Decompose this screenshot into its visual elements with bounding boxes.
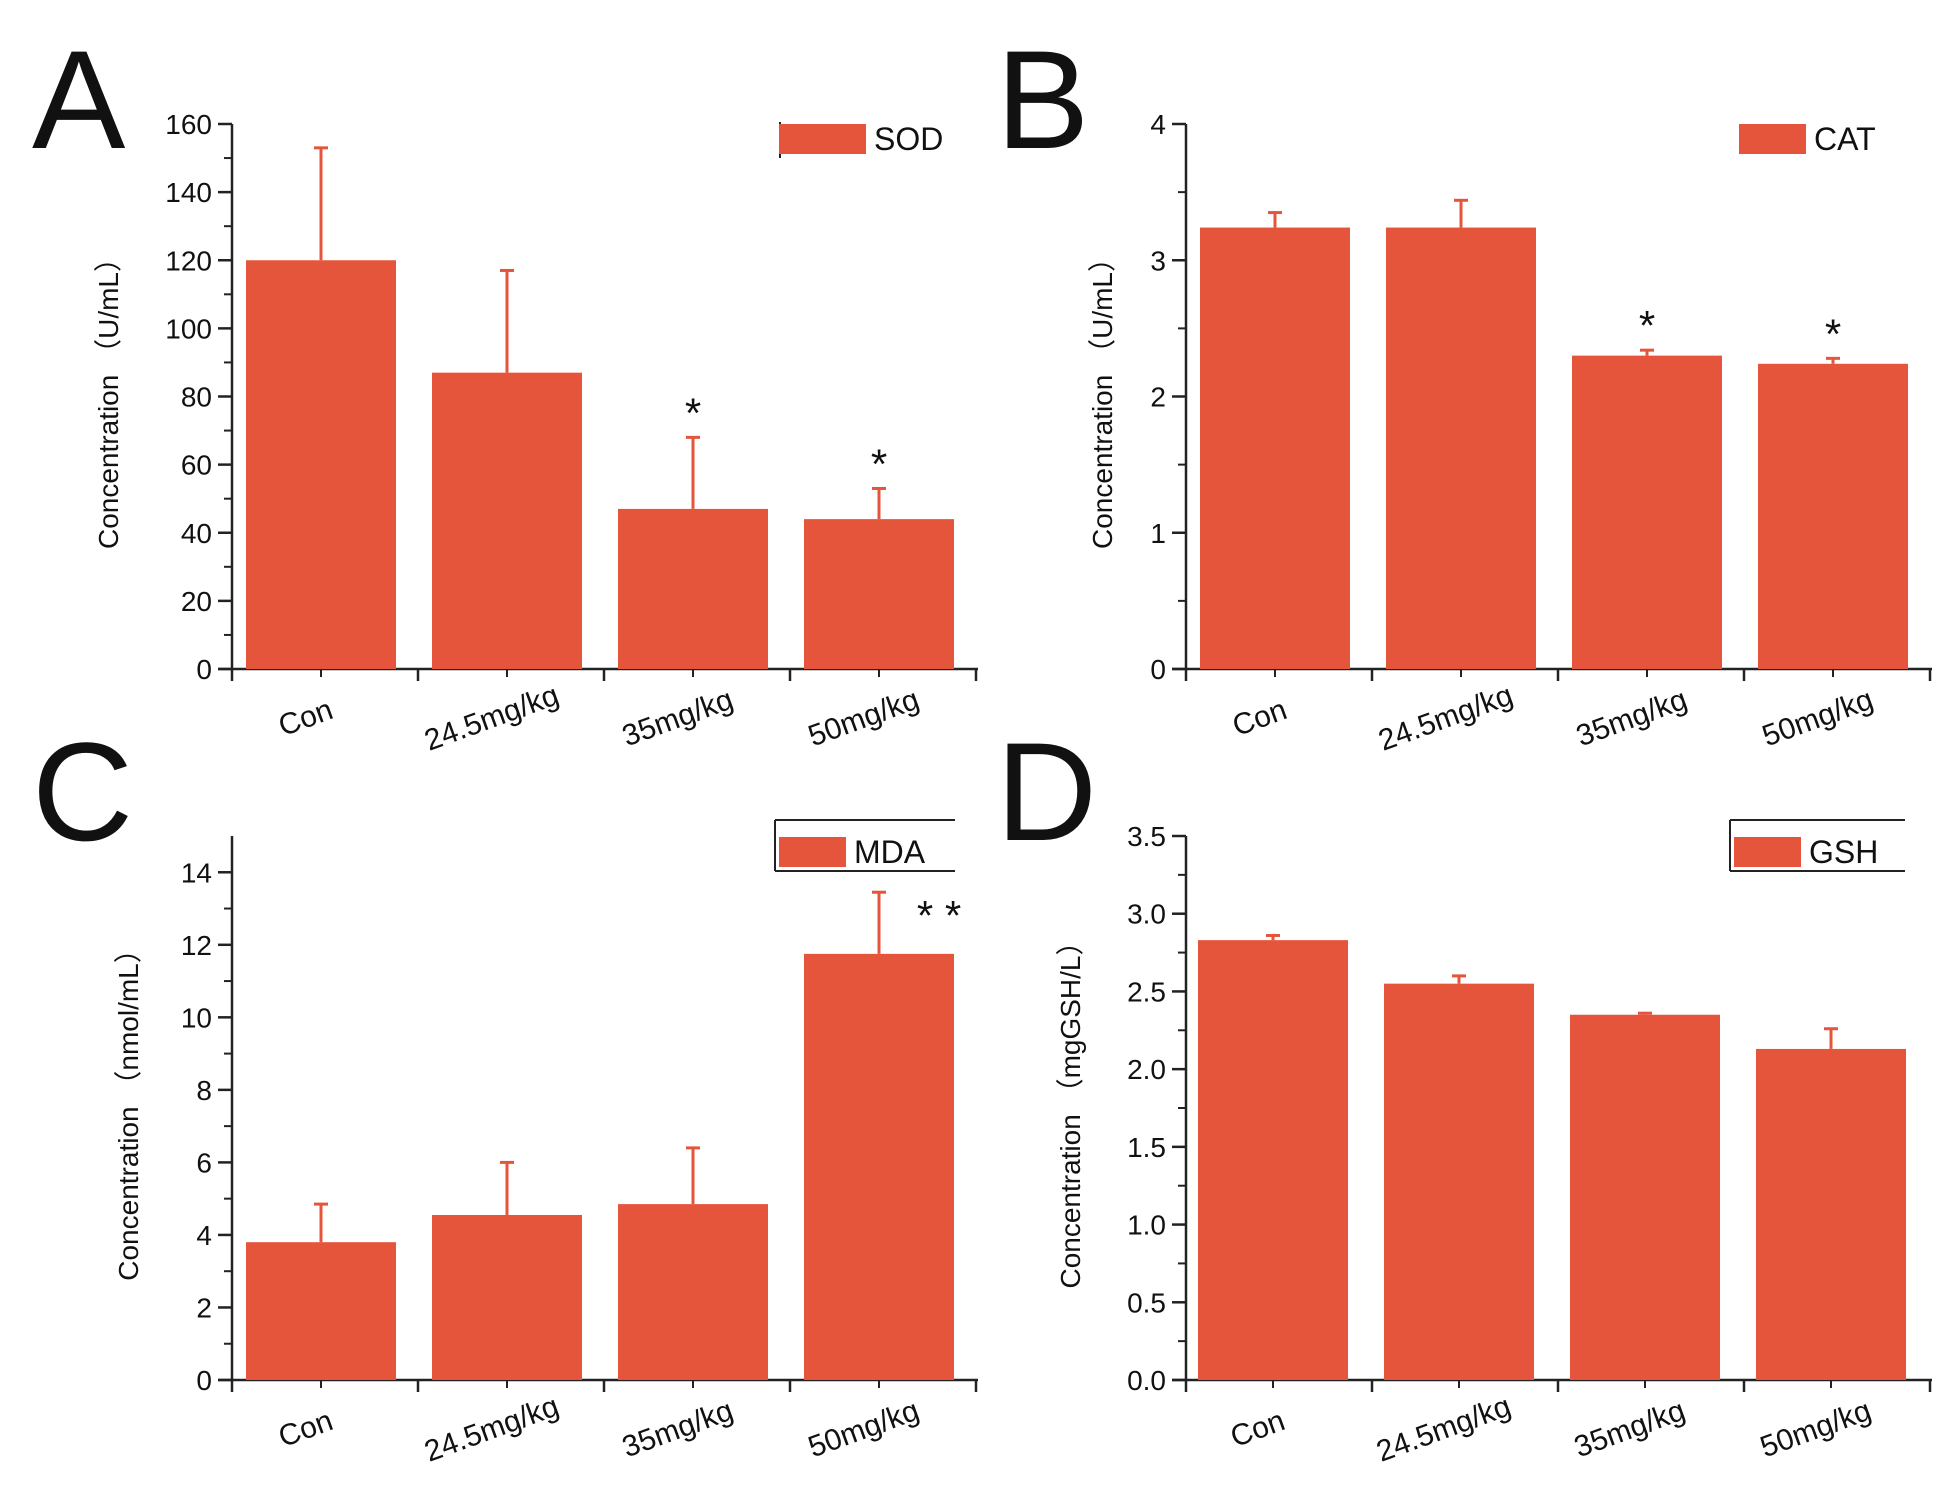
y-tick-label: 3.0 xyxy=(1127,899,1166,930)
y-tick-label: 60 xyxy=(181,450,212,481)
significance-marker: * * xyxy=(917,892,961,939)
y-axis-label: Concentration （nmol/mL） xyxy=(113,935,144,1280)
x-tick-label: Con xyxy=(274,693,337,743)
x-tick-label: 24.5mg/kg xyxy=(1372,1390,1515,1469)
y-tick-label: 2.5 xyxy=(1127,976,1166,1007)
significance-marker: * xyxy=(1639,302,1655,349)
x-tick-label: 35mg/kg xyxy=(618,1394,737,1464)
bar xyxy=(246,260,396,669)
panel-a: A 0 20 40 60 80 100 120 140 160 Con 24.5mg/kg 35mg/k… xyxy=(32,21,978,758)
legend-swatch xyxy=(1734,837,1801,867)
y-axis-label: Concentration （U/mL） xyxy=(1087,244,1118,549)
bar xyxy=(804,953,954,1380)
bar xyxy=(432,1214,582,1380)
y-tick-label: 2.0 xyxy=(1127,1054,1166,1085)
y-tick-label: 80 xyxy=(181,382,212,413)
x-tick-label: 50mg/kg xyxy=(804,1394,923,1464)
bar xyxy=(1200,227,1350,670)
panel-d: D 0.0 0.5 1.0 1.5 2.0 2.5 3.0 3.5 Con 24.5mg/kg 35m… xyxy=(996,713,1932,1469)
x-tick-label: 50mg/kg xyxy=(1758,683,1877,753)
y-tick-label: 4 xyxy=(1150,109,1166,140)
y-tick-label: 0.0 xyxy=(1127,1365,1166,1396)
bar xyxy=(1570,1014,1720,1380)
x-tick-label: 35mg/kg xyxy=(1570,1394,1689,1464)
y-tick-label: 10 xyxy=(181,1002,212,1033)
y-tick-label: 0.5 xyxy=(1127,1287,1166,1318)
y-tick-label: 120 xyxy=(165,245,212,276)
y-tick-label: 1 xyxy=(1150,518,1166,549)
panel-b-letter: B xyxy=(996,21,1089,178)
legend: GSH xyxy=(1729,819,1905,872)
bar xyxy=(432,372,582,669)
y-tick-label: 1.0 xyxy=(1127,1210,1166,1241)
y-tick-label: 3.5 xyxy=(1127,821,1166,852)
x-tick-label: 35mg/kg xyxy=(618,683,737,753)
y-tick-label: 160 xyxy=(165,109,212,140)
y-tick-label: 2 xyxy=(1150,382,1166,413)
panel-c-letter: C xyxy=(32,713,133,870)
y-tick-label: 14 xyxy=(181,857,212,888)
bar xyxy=(1386,227,1536,670)
legend: CAT xyxy=(1739,121,1876,157)
legend-label: MDA xyxy=(854,834,926,870)
y-tick-label: 8 xyxy=(196,1075,212,1106)
bar xyxy=(618,508,768,669)
x-tick-label: 50mg/kg xyxy=(1756,1394,1875,1464)
significance-marker: * xyxy=(1825,310,1841,357)
x-tick-label: 24.5mg/kg xyxy=(420,1390,563,1469)
x-tick-label: 50mg/kg xyxy=(804,683,923,753)
legend-label: GSH xyxy=(1809,834,1878,870)
x-tick-label: Con xyxy=(274,1404,337,1454)
x-tick-label: 35mg/kg xyxy=(1572,683,1691,753)
legend-swatch xyxy=(1739,124,1806,154)
legend-swatch xyxy=(779,837,846,867)
bar xyxy=(1756,1048,1906,1380)
y-axis-label: Concentration （mgGSH/L） xyxy=(1055,927,1086,1288)
x-tick-label: Con xyxy=(1226,1404,1289,1454)
panel-a-letter: A xyxy=(32,21,126,178)
bar xyxy=(1572,355,1722,669)
significance-marker: * xyxy=(871,440,887,487)
y-tick-label: 0 xyxy=(196,1365,212,1396)
y-tick-label: 12 xyxy=(181,930,212,961)
y-tick-label: 100 xyxy=(165,313,212,344)
legend: SOD xyxy=(779,121,943,158)
y-tick-label: 0 xyxy=(1150,654,1166,685)
y-tick-label: 0 xyxy=(196,654,212,685)
bar xyxy=(1198,940,1348,1380)
y-tick-label: 40 xyxy=(181,518,212,549)
legend-label: CAT xyxy=(1814,121,1876,157)
y-tick-label: 140 xyxy=(165,177,212,208)
legend-swatch xyxy=(779,124,866,154)
panel-c: C 0 2 4 6 8 10 12 14 Con 24.5mg/kg 35mg/kg 50mg/kg * … xyxy=(32,713,978,1469)
panel-b: B 0 1 2 3 4 Con 24.5mg/kg 35mg/kg * 50mg/kg * Concen… xyxy=(996,21,1932,758)
bar xyxy=(1758,363,1908,669)
y-tick-label: 2 xyxy=(196,1292,212,1323)
bar xyxy=(804,519,954,669)
y-axis-label: Concentration （U/mL） xyxy=(93,244,124,549)
bar xyxy=(1384,983,1534,1380)
legend-label: SOD xyxy=(874,121,943,157)
x-tick-label: Con xyxy=(1228,693,1291,743)
panel-d-letter: D xyxy=(996,713,1097,870)
legend: MDA xyxy=(774,819,955,872)
x-tick-label: 24.5mg/kg xyxy=(1374,679,1517,758)
y-tick-label: 20 xyxy=(181,586,212,617)
bar xyxy=(246,1242,396,1380)
bar xyxy=(618,1204,768,1380)
x-tick-label: 24.5mg/kg xyxy=(420,679,563,758)
y-tick-label: 4 xyxy=(196,1220,212,1251)
significance-marker: * xyxy=(685,389,701,436)
y-tick-label: 3 xyxy=(1150,245,1166,276)
y-tick-label: 1.5 xyxy=(1127,1132,1166,1163)
y-tick-label: 6 xyxy=(196,1147,212,1178)
